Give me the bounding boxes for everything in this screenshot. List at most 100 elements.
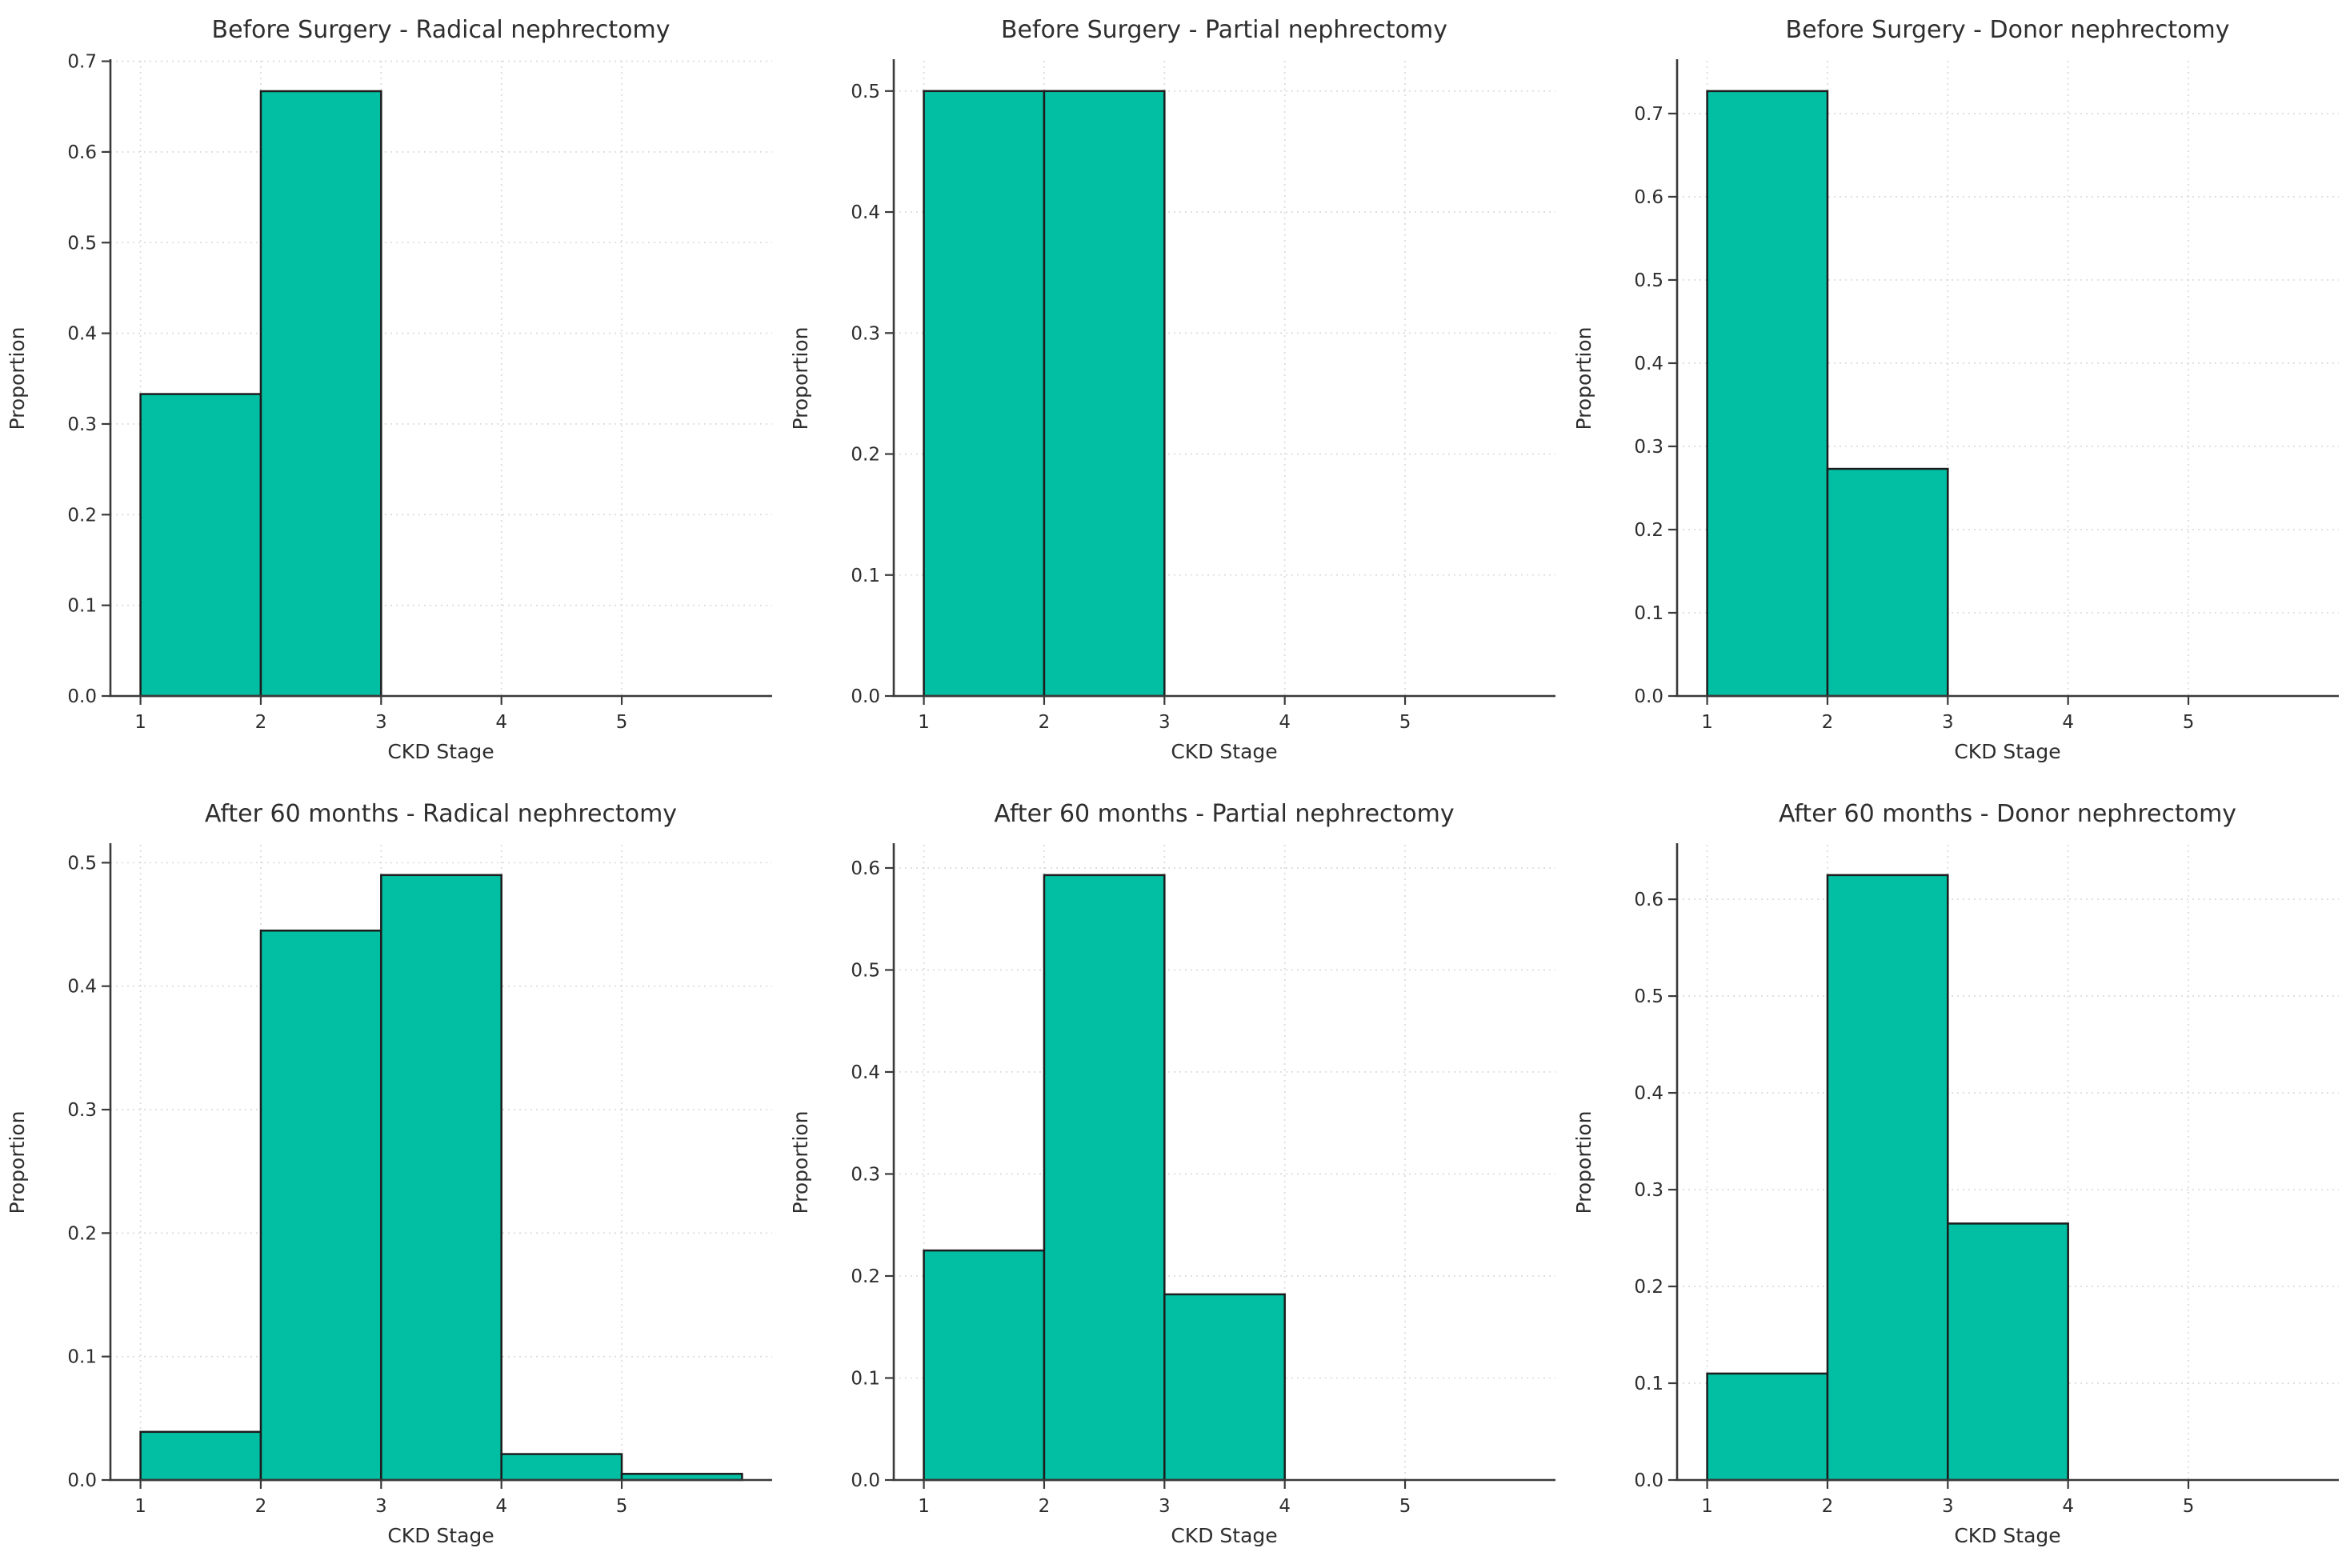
x-tick-label: 4 (2062, 1496, 2074, 1517)
y-axis-label: Proportion (1572, 327, 1595, 430)
y-tick-label: 0.3 (67, 414, 97, 435)
y-axis-label: Proportion (789, 327, 812, 430)
chart-canvas: 0.0 0.1 0.2 0.3 0.4 0.5 1 2 3 4 5 Before Surgery -… (789, 16, 1555, 763)
y-tick-label: 0.4 (67, 324, 97, 345)
subplot-before-surgery-partial-nephrectomy: 0.0 0.1 0.2 0.3 0.4 0.5 1 2 3 4 5 Before Surgery -… (783, 0, 1567, 784)
x-tick-label: 2 (255, 712, 267, 733)
y-tick-label: 0.1 (851, 566, 880, 586)
plot-area: 0.0 0.1 0.2 0.3 0.4 0.5 0.6 1 2 3 4 5 (1634, 843, 2339, 1517)
y-axis-label: Proportion (789, 1111, 812, 1214)
chart-title: Before Surgery - Radical nephrectomy (212, 16, 671, 44)
y-tick-label: 0.2 (67, 505, 97, 526)
y-tick-label: 0.3 (851, 323, 880, 344)
histogram-bar (923, 90, 1046, 698)
histogram-bar (1043, 90, 1166, 698)
x-tick-label: 2 (255, 1496, 267, 1517)
y-tick-label: 0.4 (1634, 354, 1663, 374)
x-tick-label: 2 (1039, 712, 1051, 733)
y-tick-label: 0.1 (1634, 1374, 1663, 1394)
y-axis-label: Proportion (6, 1111, 29, 1214)
y-tick-label: 0.2 (1634, 1277, 1663, 1298)
plot-area: 0.0 0.1 0.2 0.3 0.4 0.5 1 2 3 4 5 (851, 59, 1555, 733)
y-tick-label: 0.5 (851, 82, 880, 102)
x-tick-label: 2 (1822, 712, 1834, 733)
x-tick-label: 5 (2183, 1496, 2195, 1517)
y-tick-label: 0.5 (851, 960, 880, 981)
x-tick-label: 1 (918, 1496, 930, 1517)
chart-canvas: 0.0 0.1 0.2 0.3 0.4 0.5 1 2 3 4 5 After 60 months … (6, 800, 772, 1547)
chart-canvas: 0.0 0.1 0.2 0.3 0.4 0.5 0.6 0.7 1 2 3 4 5 Before Sur… (1572, 16, 2339, 763)
x-tick-label: 4 (495, 1496, 507, 1517)
plot-area: 0.0 0.1 0.2 0.3 0.4 0.5 0.6 0.7 1 2 3 4 5 (1634, 59, 2339, 733)
histogram-bar (1826, 467, 1949, 698)
y-tick-label: 0.7 (67, 52, 97, 73)
y-tick-label: 0.3 (851, 1164, 880, 1185)
x-tick-label: 1 (1701, 1496, 1713, 1517)
subplot-after-60-months-donor-nephrectomy: 0.0 0.1 0.2 0.3 0.4 0.5 0.6 1 2 3 4 5 After 60 mont… (1567, 784, 2350, 1568)
x-tick-label: 5 (2183, 712, 2195, 733)
histogram-bar (500, 1453, 623, 1482)
histogram-bar (380, 874, 502, 1482)
y-tick-label: 0.6 (1634, 187, 1663, 208)
y-tick-label: 0.0 (67, 686, 97, 707)
x-tick-label: 2 (1822, 1496, 1834, 1517)
histogram-bar (259, 90, 382, 698)
y-tick-label: 0.2 (1634, 520, 1663, 541)
subplot-after-60-months-radical-nephrectomy: 0.0 0.1 0.2 0.3 0.4 0.5 1 2 3 4 5 After 60 months … (0, 784, 783, 1568)
y-tick-label: 0.5 (1634, 270, 1663, 291)
y-tick-label: 0.6 (67, 142, 97, 163)
chart-title: After 60 months - Radical nephrectomy (205, 800, 677, 828)
x-tick-label: 5 (1399, 712, 1411, 733)
y-tick-label: 0.4 (1634, 1083, 1663, 1104)
chart-title: After 60 months - Partial nephrectomy (994, 800, 1454, 828)
y-tick-label: 0.6 (851, 858, 880, 879)
x-tick-label: 4 (1279, 1496, 1291, 1517)
y-axis-label: Proportion (1572, 1111, 1595, 1214)
histogram-bar (1826, 874, 1949, 1482)
chart-canvas: 0.0 0.1 0.2 0.3 0.4 0.5 0.6 1 2 3 4 5 After 60 mont… (1572, 800, 2339, 1547)
x-tick-label: 3 (1942, 1496, 1954, 1517)
histogram-bar (139, 393, 262, 698)
plot-area: 0.0 0.1 0.2 0.3 0.4 0.5 1 2 3 4 5 (67, 843, 772, 1517)
x-axis-label: CKD Stage (387, 1524, 494, 1547)
y-tick-label: 0.4 (67, 977, 97, 998)
y-tick-label: 0.7 (1634, 104, 1663, 125)
histogram-bar (1163, 1293, 1286, 1482)
subplot-after-60-months-partial-nephrectomy: 0.0 0.1 0.2 0.3 0.4 0.5 0.6 1 2 3 4 5 After 60 mont… (783, 784, 1567, 1568)
y-tick-label: 0.4 (851, 202, 880, 223)
histogram-bar (139, 1430, 262, 1482)
y-tick-label: 0.0 (67, 1470, 97, 1491)
x-tick-label: 3 (375, 712, 387, 733)
x-tick-label: 4 (1279, 712, 1291, 733)
y-tick-label: 0.0 (851, 686, 880, 707)
x-axis-label: CKD Stage (387, 740, 494, 763)
y-tick-label: 0.1 (851, 1368, 880, 1389)
x-tick-label: 1 (918, 712, 930, 733)
x-axis-label: CKD Stage (1954, 740, 2060, 763)
histogram-bar (259, 930, 382, 1482)
subplot-before-surgery-radical-nephrectomy: 0.0 0.1 0.2 0.3 0.4 0.5 0.6 0.7 1 2 3 4 5 Before Sur… (0, 0, 783, 784)
x-axis-label: CKD Stage (1171, 1524, 1277, 1547)
y-tick-label: 0.6 (1634, 890, 1663, 910)
x-tick-label: 1 (134, 712, 146, 733)
y-tick-label: 0.0 (851, 1470, 880, 1491)
chart-title: After 60 months - Donor nephrectomy (1779, 800, 2236, 828)
y-tick-label: 0.3 (1634, 437, 1663, 458)
x-axis-label: CKD Stage (1954, 1524, 2060, 1547)
chart-canvas: 0.0 0.1 0.2 0.3 0.4 0.5 0.6 1 2 3 4 5 After 60 mont… (789, 800, 1555, 1547)
x-tick-label: 1 (134, 1496, 146, 1517)
histogram-bar (1947, 1222, 2069, 1482)
plot-area: 0.0 0.1 0.2 0.3 0.4 0.5 0.6 1 2 3 4 5 (851, 843, 1555, 1517)
y-tick-label: 0.1 (67, 596, 97, 617)
x-tick-label: 5 (616, 1496, 628, 1517)
x-tick-label: 2 (1039, 1496, 1051, 1517)
y-tick-label: 0.3 (67, 1100, 97, 1121)
x-axis-label: CKD Stage (1171, 740, 1277, 763)
histogram-bar (1706, 90, 1829, 698)
x-tick-label: 4 (2062, 712, 2074, 733)
y-tick-label: 0.1 (1634, 603, 1663, 624)
histogram-bar (923, 1249, 1046, 1482)
x-tick-label: 1 (1701, 712, 1713, 733)
plot-area: 0.0 0.1 0.2 0.3 0.4 0.5 0.6 0.7 1 2 3 4 5 (67, 52, 772, 733)
